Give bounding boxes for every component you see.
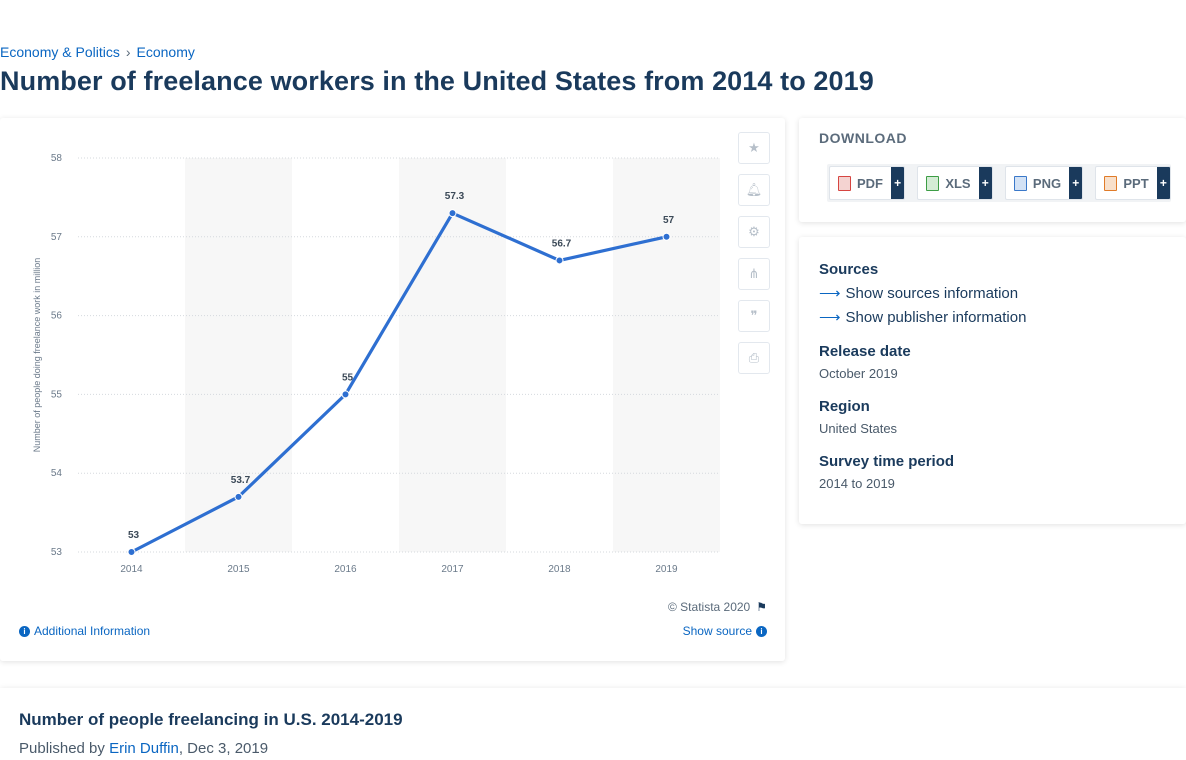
published-prefix: Published by [19,740,105,757]
show-publisher-link[interactable]: ⟶ Show publisher information [819,308,1027,327]
x-tick-label: 2014 [120,564,143,575]
region-value: United States [819,421,898,436]
show-publisher-label: Show publisher information [845,308,1027,326]
copyright: © Statista 2020 ⚑ [668,600,767,614]
release-date-label: Release date [819,343,911,360]
y-axis-label: Number of people doing freelance work in… [32,258,42,453]
bell-icon: 🔔︎ [745,182,763,197]
info-icon: i [756,625,767,637]
release-date-value: October 2019 [819,366,898,381]
download-pdf-button[interactable]: PDF + [829,166,906,200]
publication-card: Number of people freelancing in U.S. 201… [0,688,1186,760]
y-tick-label: 58 [51,153,63,164]
gear-icon: ⚙ [748,224,760,239]
png-file-icon [1013,175,1027,191]
quote-icon: ❞ [750,308,758,323]
download-xls-button[interactable]: XLS + [917,166,993,200]
y-tick-label: 56 [51,311,63,322]
flag-icon[interactable]: ⚑ [756,600,767,614]
x-tick-label: 2015 [227,564,250,575]
breadcrumb: Economy & Politics › Economy [0,44,195,60]
data-point [662,232,671,241]
settings-button[interactable]: ⚙ [738,216,770,248]
y-tick-label: 55 [51,389,63,400]
chart-card: 53 54 55 56 57 58 2014 2015 2016 2017 2018 2019 53… [0,118,785,661]
data-label: 53.7 [231,475,251,486]
data-point [341,390,350,399]
published-by: Published by Erin Duffin, Dec 3, 2019 [19,740,268,757]
x-tick-label: 2019 [655,564,678,575]
show-source-label: Show source [682,624,752,638]
data-point [555,256,564,265]
pdf-file-icon [838,175,851,191]
line-chart: 53 54 55 56 57 58 2014 2015 2016 2017 2018 2019 53… [32,153,720,575]
arrow-right-icon: ⟶ [819,285,841,302]
x-tick-label: 2017 [441,564,464,575]
download-ppt-button[interactable]: PPT + [1095,166,1171,200]
plus-icon: + [978,167,992,199]
share-icon: ⋔ [748,266,760,281]
y-tick-label: 57 [51,232,63,243]
copyright-text: © Statista 2020 [668,600,751,614]
download-xls-label: XLS [945,175,971,191]
column-band [185,158,292,552]
ppt-file-icon [1104,175,1118,191]
breadcrumb-item-economy[interactable]: Economy [136,44,195,60]
column-band [613,158,720,552]
column-band [399,158,506,552]
download-png-button[interactable]: PNG + [1004,166,1084,200]
additional-information-label: Additional Information [34,624,151,638]
page-title: Number of freelance workers in the Unite… [0,66,874,96]
published-date: , Dec 3, 2019 [178,740,269,757]
y-tick-label: 53 [51,547,63,558]
survey-period-label: Survey time period [819,453,955,470]
favorite-button[interactable]: ★ [738,132,770,164]
plus-icon: + [891,167,905,199]
download-png-label: PNG [1032,175,1062,191]
region-label: Region [819,398,870,415]
download-title: DOWNLOAD [819,130,907,146]
breadcrumb-item-economy-politics[interactable]: Economy & Politics [0,44,120,60]
data-point [234,492,243,501]
data-label: 57.3 [445,191,465,202]
share-button[interactable]: ⋔ [738,258,770,290]
plus-icon: + [1069,167,1083,199]
cite-button[interactable]: ❞ [738,300,770,332]
publication-title: Number of people freelancing in U.S. 201… [19,710,403,729]
data-label: 57 [663,215,675,226]
plus-icon: + [1156,167,1170,199]
print-icon: ⎙ [748,350,760,365]
star-icon: ★ [748,140,760,155]
info-icon: i [19,625,30,637]
data-label: 56.7 [552,238,572,249]
author-link[interactable]: Erin Duffin [109,740,179,757]
data-point [448,209,457,218]
chart-toolbar: ★ 🔔︎ ⚙ ⋔ ❞ ⎙ [738,132,770,374]
survey-period-value: 2014 to 2019 [819,476,895,491]
show-sources-label: Show sources information [845,284,1019,302]
x-tick-label: 2018 [548,564,571,575]
xls-file-icon [926,175,940,191]
sources-label: Sources [819,261,879,278]
show-source-link[interactable]: Show source i [683,624,767,638]
download-buttons: PDF + XLS + PNG + PPT + [827,164,1171,202]
data-point [127,548,136,556]
x-tick-label: 2016 [334,564,357,575]
notification-button[interactable]: 🔔︎ [738,174,770,206]
download-card: DOWNLOAD PDF + XLS + PNG + [799,118,1186,222]
show-sources-link[interactable]: ⟶ Show sources information [819,284,1019,303]
download-pdf-label: PDF [857,175,883,191]
series-line [129,211,669,554]
y-tick-label: 54 [51,468,63,479]
download-ppt-label: PPT [1123,175,1149,191]
breadcrumb-separator: › [125,44,131,60]
arrow-right-icon: ⟶ [819,309,841,326]
data-label: 53 [128,530,140,541]
print-button[interactable]: ⎙ [738,342,770,374]
statistic-info-card: Sources ⟶ Show sources information ⟶ Sho… [799,237,1186,524]
data-label: 55 [342,372,354,383]
additional-information-link[interactable]: i Additional Information [19,624,150,638]
